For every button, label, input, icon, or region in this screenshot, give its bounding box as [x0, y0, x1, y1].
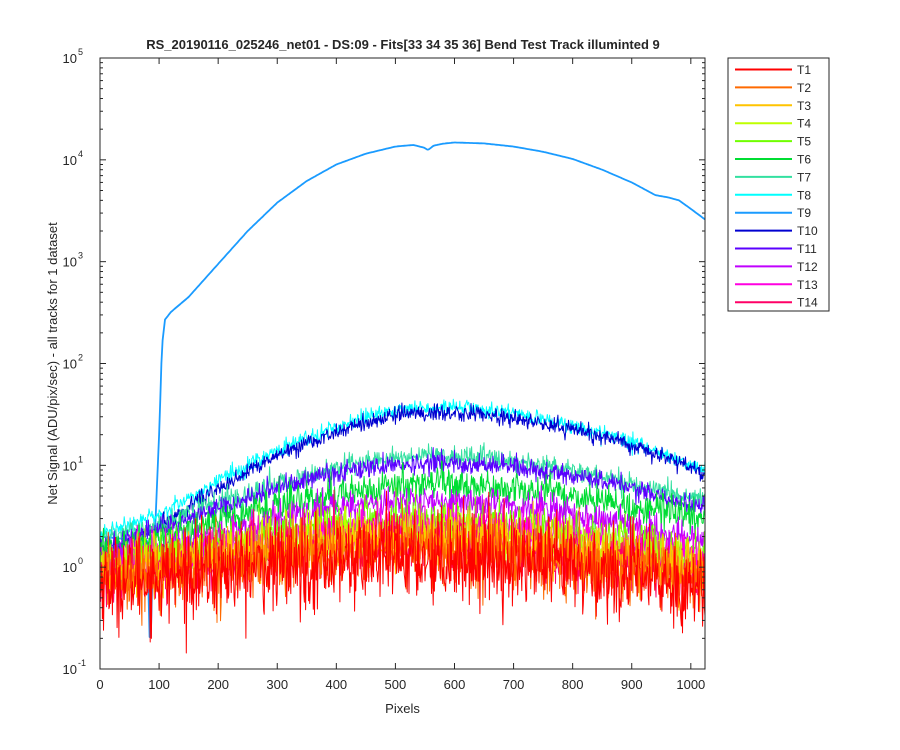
- legend-label-t6: T6: [797, 153, 811, 167]
- x-tick-label: 500: [385, 677, 407, 692]
- legend-items: T1 T2 T3 T4 T5 T6 T7 T8 T9 T10 T11 T12 T13 T14: [735, 63, 818, 310]
- legend-box: [727, 57, 830, 312]
- x-tick-label: 1000: [676, 677, 705, 692]
- y-tick-exponent: 1: [78, 454, 83, 464]
- y-tick-exponent: 4: [78, 149, 83, 159]
- x-tick-label: 400: [325, 677, 347, 692]
- legend: T1 T2 T3 T4 T5 T6 T7 T8 T9 T10 T11 T12 T13 T14: [727, 57, 830, 312]
- series-line-t1: [100, 490, 705, 654]
- legend-label-t1: T1: [797, 63, 811, 77]
- legend-label-t11: T11: [797, 242, 817, 256]
- y-tick-label: 10: [63, 255, 77, 270]
- x-axis-label: Pixels: [385, 701, 420, 716]
- series-layer: [100, 141, 705, 654]
- y-tick-exponent: 3: [78, 251, 83, 261]
- legend-label-t3: T3: [797, 99, 811, 113]
- legend-label-t13: T13: [797, 278, 818, 292]
- x-tick-label: 300: [266, 677, 288, 692]
- series-line-t6: [100, 460, 705, 565]
- x-tick-label: 700: [503, 677, 525, 692]
- y-tick-label: 10: [63, 357, 77, 372]
- y-tick-label: 10: [63, 153, 77, 168]
- legend-label-t7: T7: [797, 170, 811, 184]
- chart-title: RS_20190116_025246_net01 - DS:09 - Fits[…: [146, 37, 660, 52]
- x-tick-label: 600: [444, 677, 466, 692]
- y-tick-label: 10: [63, 662, 77, 677]
- x-tick-label: 100: [148, 677, 170, 692]
- x-tick-label: 200: [207, 677, 229, 692]
- legend-label-t14: T14: [797, 296, 818, 310]
- y-tick-label: 10: [63, 51, 77, 66]
- legend-label-t5: T5: [797, 135, 811, 149]
- y-tick-exponent: -1: [78, 658, 86, 668]
- x-tick-label: 900: [621, 677, 643, 692]
- y-tick-exponent: 0: [78, 556, 83, 566]
- series-line-t10: [100, 402, 705, 560]
- y-tick-exponent: 5: [78, 47, 83, 57]
- legend-label-t2: T2: [797, 81, 811, 95]
- x-axis: 0 100 200 300 400 500 600 700 800 900 1000: [96, 58, 705, 692]
- legend-label-t4: T4: [797, 117, 811, 131]
- x-tick-label: 800: [562, 677, 584, 692]
- legend-label-t9: T9: [797, 206, 811, 220]
- legend-label-t12: T12: [797, 260, 818, 274]
- y-axis-label: Net Signal (ADU/pix/sec) - all tracks fo…: [45, 222, 60, 505]
- x-tick-label: 0: [96, 677, 103, 692]
- y-tick-exponent: 2: [78, 353, 83, 363]
- legend-label-t10: T10: [797, 224, 818, 238]
- plot-area: [99, 57, 706, 670]
- y-tick-label: 10: [63, 458, 77, 473]
- series-line-t9: [100, 141, 705, 639]
- y-tick-label: 10: [63, 560, 77, 575]
- legend-label-t8: T8: [797, 188, 811, 202]
